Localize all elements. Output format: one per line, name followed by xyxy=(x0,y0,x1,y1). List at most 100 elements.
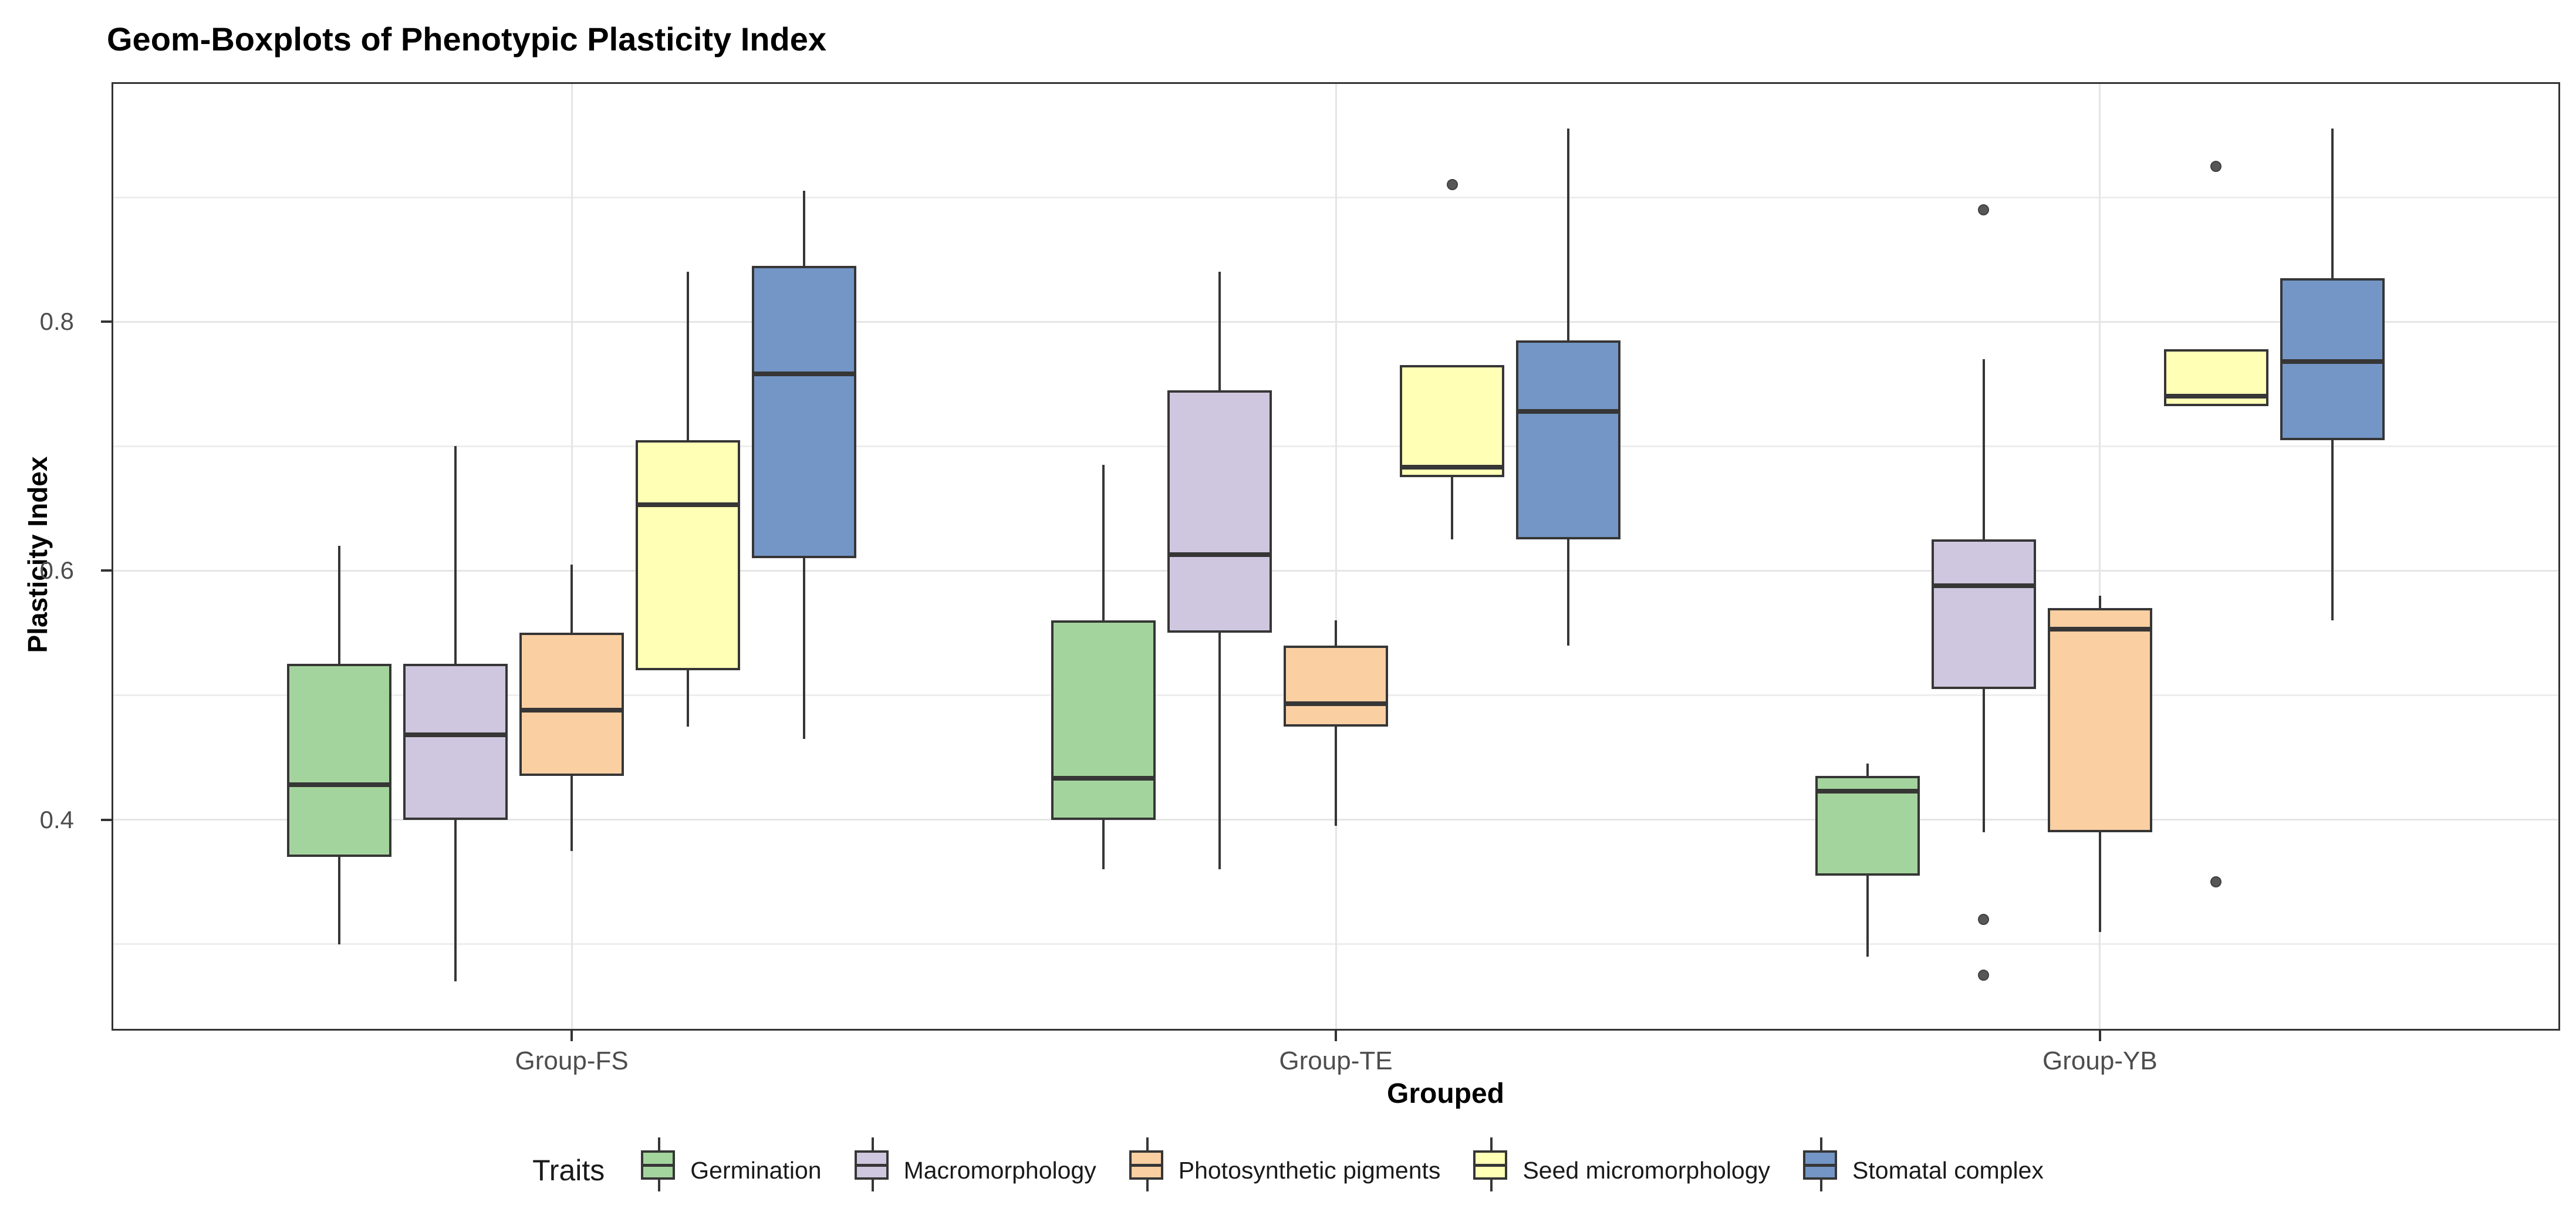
x-axis-title: Grouped xyxy=(1387,1078,1504,1109)
boxplot-box xyxy=(403,664,508,820)
boxplot-box xyxy=(519,633,624,776)
key-box xyxy=(1803,1150,1838,1180)
outlier-point xyxy=(1978,204,1990,215)
legend-item-label: Seed micromorphology xyxy=(1522,1156,1771,1184)
boxplot-box xyxy=(1400,365,1504,478)
boxplot-box xyxy=(752,265,857,559)
boxplot-median-line xyxy=(1170,552,1270,557)
key-median-line xyxy=(1805,1164,1835,1167)
legend: Traits Germination Macromorphology Photosy… xyxy=(0,1137,2576,1203)
boxplot-box xyxy=(1167,390,1272,633)
boxplot-upper-whisker xyxy=(338,545,341,664)
outlier-point xyxy=(1978,970,1990,981)
plot-panel: 0.8 0.6 0.4 Group-FS Group-TE Group-YB xyxy=(40,82,2560,1075)
key-box xyxy=(854,1150,889,1180)
x-tick-mark xyxy=(570,1031,573,1041)
boxplot-key-icon xyxy=(1472,1137,1511,1203)
boxplot-upper-whisker xyxy=(454,446,457,664)
boxplot-median-line xyxy=(522,707,622,713)
x-tick-mark xyxy=(1335,1031,1337,1041)
boxplot-lower-whisker xyxy=(1218,633,1221,870)
category-gridline xyxy=(570,84,573,1029)
key-upper-whisker xyxy=(871,1137,874,1150)
y-tick-label: 0.6 xyxy=(39,556,74,585)
boxplot-median-line xyxy=(289,782,390,787)
boxplot-lower-whisker xyxy=(1567,539,1569,646)
boxplot-lower-whisker xyxy=(1451,477,1453,540)
key-lower-whisker xyxy=(1820,1179,1823,1191)
boxplot-median-line xyxy=(1518,408,1618,414)
y-tick-mark xyxy=(101,818,112,821)
boxplot-box xyxy=(2163,349,2268,407)
boxplot-median-line xyxy=(1933,583,2034,588)
boxplot-box xyxy=(1516,340,1620,540)
boxplot-median-line xyxy=(1286,701,1386,707)
boxplot-median-line xyxy=(1402,465,1502,470)
legend-item: Photosynthetic pigments xyxy=(1128,1137,1441,1203)
boxplot-box xyxy=(636,440,741,671)
boxplot-box xyxy=(1931,539,2036,689)
legend-item-label: Germination xyxy=(690,1156,822,1184)
legend-item: Germination xyxy=(640,1137,822,1203)
boxplot-upper-whisker xyxy=(1335,620,1337,646)
boxplot-box xyxy=(2280,278,2385,440)
y-tick-mark xyxy=(101,569,112,572)
y-tick-label: 0.8 xyxy=(39,308,74,336)
boxplot-lower-whisker xyxy=(570,776,573,851)
y-axis-title: Plasticity Index xyxy=(22,456,53,653)
outlier-point xyxy=(2210,876,2222,888)
boxplot-upper-whisker xyxy=(1102,465,1105,621)
boxplot-upper-whisker xyxy=(2331,129,2334,278)
boxplot-box xyxy=(287,664,392,857)
boxplot-key-icon xyxy=(1128,1137,1167,1203)
key-box xyxy=(1129,1150,1163,1180)
boxplot-upper-whisker xyxy=(2098,595,2101,609)
boxplot-upper-whisker xyxy=(1982,359,1985,540)
y-tick-mark xyxy=(101,320,112,323)
boxplot-median-line xyxy=(2050,626,2150,632)
legend-item-label: Macromorphology xyxy=(903,1156,1096,1184)
x-axis-category-label: Group-TE xyxy=(1279,1046,1393,1075)
key-median-line xyxy=(643,1164,673,1167)
boxplot-upper-whisker xyxy=(1218,272,1221,390)
key-lower-whisker xyxy=(658,1179,661,1191)
boxplot-lower-whisker xyxy=(803,558,806,739)
boxplot-key-icon xyxy=(640,1137,678,1203)
boxplot-median-line xyxy=(1054,776,1153,781)
key-median-line xyxy=(1131,1164,1161,1167)
boxplot-median-line xyxy=(2166,394,2266,399)
key-upper-whisker xyxy=(1490,1137,1493,1150)
boxplot-key-icon xyxy=(853,1137,892,1203)
category-gridline xyxy=(1335,84,1337,1029)
legend-item-label: Photosynthetic pigments xyxy=(1178,1156,1441,1184)
boxplot-upper-whisker xyxy=(1866,764,1869,776)
boxplot-median-line xyxy=(2282,359,2382,364)
boxplot-upper-whisker xyxy=(687,272,690,440)
key-upper-whisker xyxy=(1146,1137,1149,1150)
boxplot-upper-whisker xyxy=(570,564,573,633)
legend-title: Traits xyxy=(532,1154,605,1187)
boxplot-box xyxy=(1284,645,1388,727)
boxplot-upper-whisker xyxy=(1567,129,1569,340)
boxplot-lower-whisker xyxy=(1866,876,1869,957)
legend-item: Stomatal complex xyxy=(1802,1137,2044,1203)
key-upper-whisker xyxy=(658,1137,661,1150)
boxplot-lower-whisker xyxy=(454,819,457,982)
outlier-point xyxy=(1446,179,1458,191)
legend-item: Seed micromorphology xyxy=(1472,1137,1770,1203)
boxplot-key-icon xyxy=(1802,1137,1841,1203)
boxplot-lower-whisker xyxy=(2331,440,2334,621)
key-box xyxy=(1473,1150,1508,1180)
legend-item: Macromorphology xyxy=(853,1137,1096,1203)
boxplot-median-line xyxy=(754,371,855,376)
key-lower-whisker xyxy=(871,1179,874,1191)
boxplot-lower-whisker xyxy=(338,857,341,944)
x-axis-category-label: Group-FS xyxy=(515,1046,629,1075)
boxplot-median-line xyxy=(1817,788,1917,794)
key-median-line xyxy=(1476,1164,1505,1167)
key-median-line xyxy=(856,1164,886,1167)
y-tick-label: 0.4 xyxy=(39,805,74,833)
key-upper-whisker xyxy=(1820,1137,1823,1150)
key-lower-whisker xyxy=(1490,1179,1493,1191)
boxplot-upper-whisker xyxy=(803,191,806,266)
